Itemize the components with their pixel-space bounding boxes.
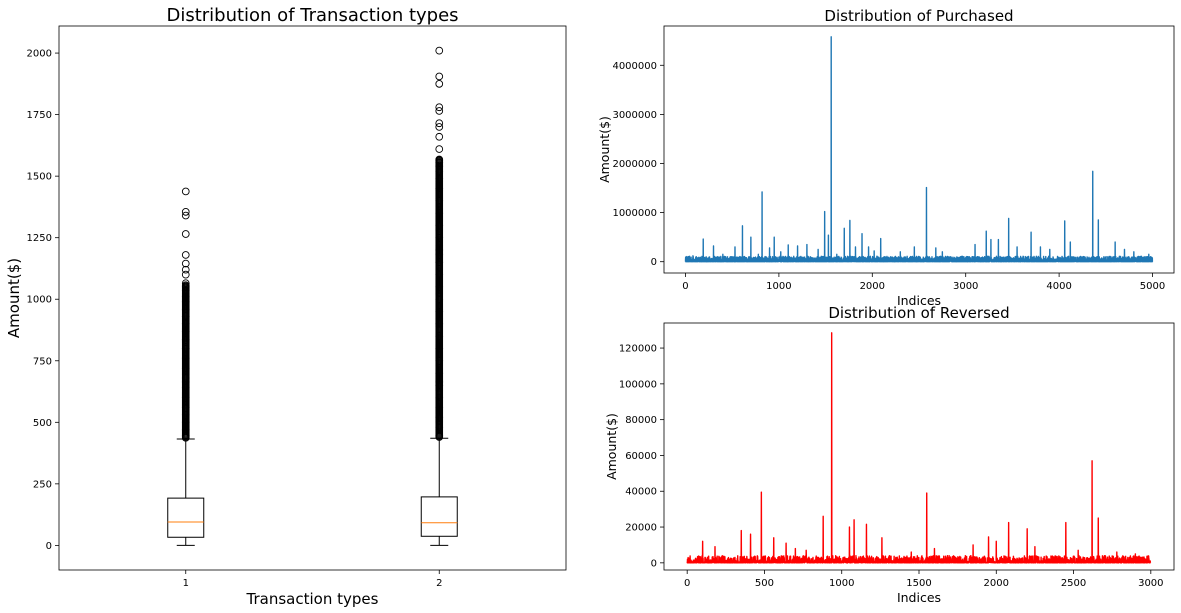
y-tick-label: 2000 bbox=[27, 49, 52, 60]
x-tick-label: 0 bbox=[682, 281, 688, 292]
outlier-point bbox=[435, 103, 444, 112]
x-tick-label: 1000 bbox=[766, 281, 791, 292]
y-tick-label: 100000 bbox=[619, 379, 657, 390]
boxplot-chart: 0 250 500 750 1000 1250 1500 1750 2000 1 2 Distribu… bbox=[5, 5, 567, 608]
plot-frame bbox=[663, 322, 1175, 571]
outlier-point bbox=[435, 145, 444, 153]
y-tick-label: 1500 bbox=[27, 172, 52, 183]
y-tick-label: 0 bbox=[651, 558, 657, 569]
outlier-point bbox=[181, 251, 190, 259]
y-tick-label: 500 bbox=[33, 418, 52, 429]
x-axis-label: Transaction types bbox=[246, 590, 379, 608]
y-tick-label: 20000 bbox=[625, 523, 657, 534]
y-tick-label: 1250 bbox=[27, 233, 52, 244]
outlier-point bbox=[181, 211, 190, 220]
outlier-point bbox=[435, 123, 444, 131]
y-tick-label: 2000000 bbox=[612, 159, 657, 170]
x-tick-label: 1500 bbox=[906, 578, 931, 589]
x-tick-label: 3000 bbox=[1138, 578, 1163, 589]
x-axis-label: Indices bbox=[897, 590, 941, 605]
y-tick-label: 1000 bbox=[27, 295, 52, 306]
outlier-band bbox=[181, 281, 190, 442]
y-tick-label: 60000 bbox=[625, 451, 657, 462]
plot-frame bbox=[58, 25, 567, 571]
x-tick-label: 1 bbox=[183, 578, 189, 589]
y-tick-label: 40000 bbox=[625, 487, 657, 498]
x-axis-label: Indices bbox=[897, 293, 941, 308]
y-tick-label: 80000 bbox=[625, 415, 657, 426]
reversed-line-chart: 0 20000 40000 60000 80000 100000 120000 0 500 100… bbox=[604, 304, 1175, 605]
y-tick-label: 0 bbox=[651, 257, 657, 268]
box-1 bbox=[167, 187, 205, 546]
x-tick-label: 1000 bbox=[829, 578, 854, 589]
outlier-point bbox=[181, 281, 190, 290]
outlier-point bbox=[181, 270, 190, 279]
box-2 bbox=[420, 46, 458, 546]
y-axis-label: Amount($) bbox=[597, 116, 612, 183]
y-tick-label: 1750 bbox=[27, 110, 52, 121]
x-tick-label: 4000 bbox=[1046, 281, 1071, 292]
outlier-point bbox=[435, 155, 444, 164]
outlier-point bbox=[181, 265, 190, 274]
y-tick-label: 3000000 bbox=[612, 110, 657, 121]
y-axis-label: Amount($) bbox=[604, 413, 619, 480]
outlier-point bbox=[435, 72, 444, 81]
y-tick-label: 250 bbox=[33, 479, 52, 490]
y-tick-label: 120000 bbox=[619, 344, 657, 355]
outlier-point bbox=[181, 259, 190, 268]
outlier-point bbox=[435, 107, 444, 115]
y-axis-label: Amount($) bbox=[5, 258, 23, 338]
x-tick-label: 3000 bbox=[953, 281, 978, 292]
x-tick-label: 5000 bbox=[1140, 281, 1165, 292]
purchased-line-chart: 0 1000000 2000000 3000000 4000000 0 1000 2000 30… bbox=[597, 7, 1175, 308]
x-tick-label: 0 bbox=[684, 578, 690, 589]
outlier-point bbox=[435, 119, 444, 128]
outlier-point bbox=[181, 207, 190, 216]
box-iqr bbox=[167, 497, 205, 538]
chart-title: Distribution of Reversed bbox=[828, 304, 1009, 322]
x-tick-label: 2000 bbox=[984, 578, 1009, 589]
y-tick-label: 1000000 bbox=[612, 208, 657, 219]
outlier-point bbox=[181, 230, 190, 238]
outlier-point bbox=[435, 132, 444, 141]
y-tick-label: 4000000 bbox=[612, 61, 657, 72]
plot-frame bbox=[663, 25, 1175, 274]
outlier-point bbox=[181, 187, 190, 196]
x-tick-label: 500 bbox=[755, 578, 774, 589]
outlier-point bbox=[435, 46, 444, 55]
outlier-band bbox=[435, 155, 444, 441]
outlier-point bbox=[435, 79, 444, 88]
y-tick-label: 750 bbox=[33, 356, 52, 367]
chart-title: Distribution of Purchased bbox=[824, 7, 1013, 25]
series-line bbox=[684, 36, 1154, 263]
box-iqr bbox=[420, 496, 458, 537]
x-tick-label: 2 bbox=[436, 578, 442, 589]
series-line bbox=[686, 332, 1152, 564]
x-tick-label: 2500 bbox=[1061, 578, 1086, 589]
x-tick-label: 2000 bbox=[860, 281, 885, 292]
y-tick-label: 0 bbox=[46, 541, 52, 552]
chart-title: Distribution of Transaction types bbox=[166, 5, 458, 26]
